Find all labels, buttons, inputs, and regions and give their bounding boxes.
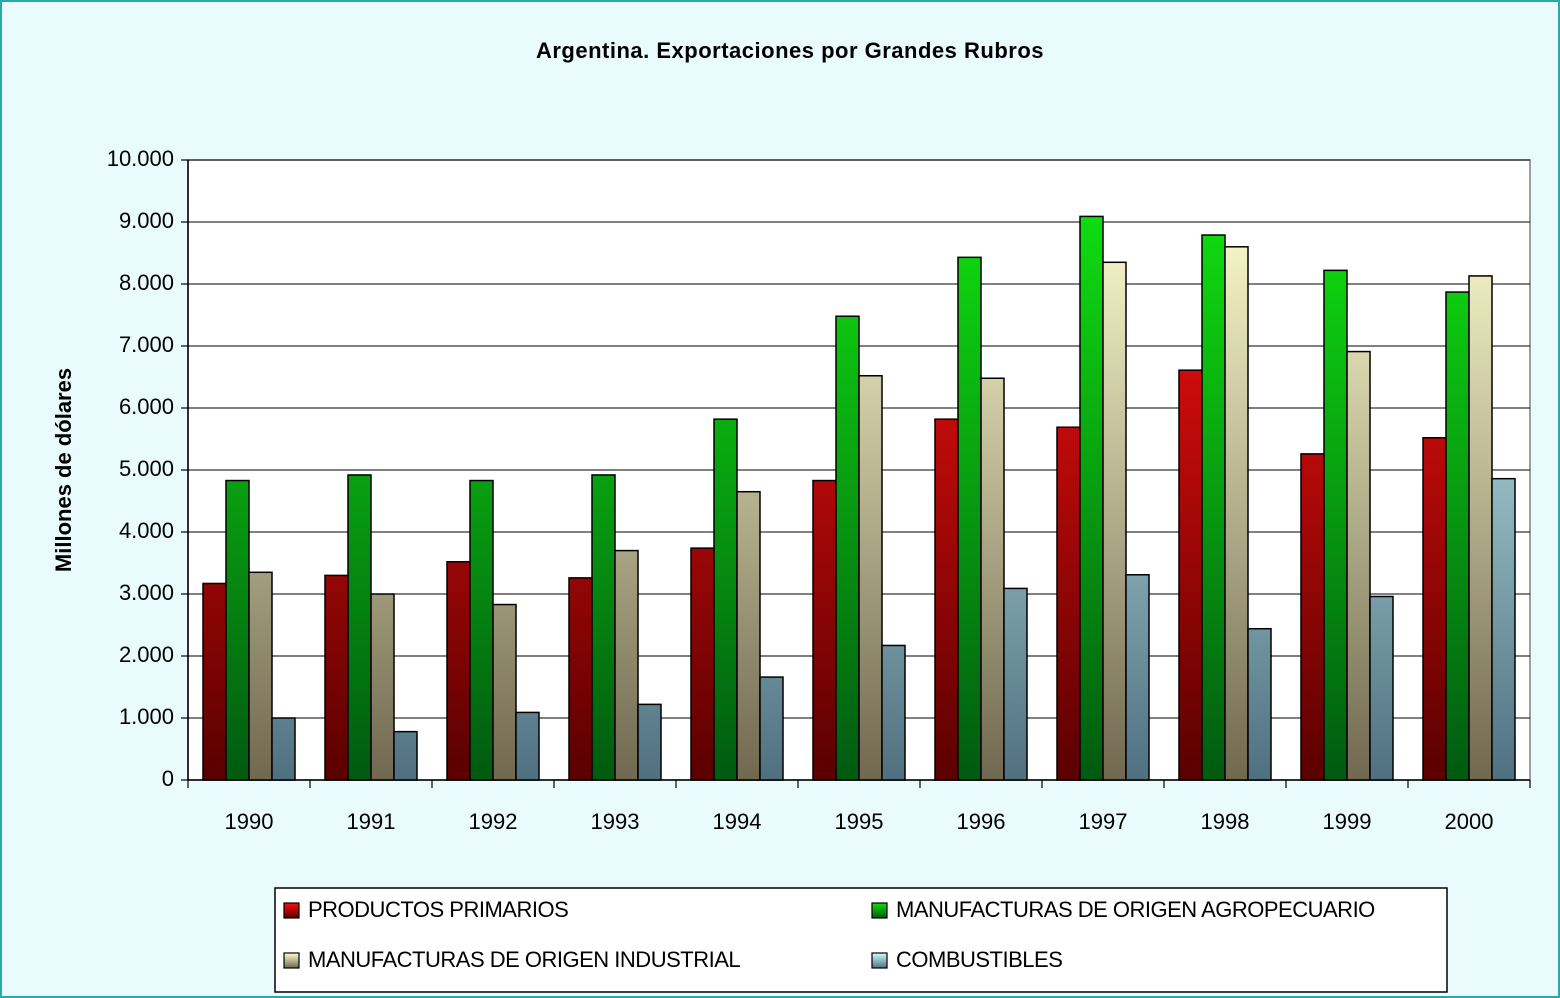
bar: [1003, 587, 1028, 781]
bar: [934, 418, 959, 781]
legend-label: PRODUCTOS PRIMARIOS: [308, 897, 568, 922]
legend-swatch: [283, 902, 300, 919]
y-tick-label: 8.000: [119, 270, 174, 295]
bar: [248, 571, 273, 781]
x-tick-label: 1998: [1201, 809, 1250, 834]
bar: [324, 574, 349, 781]
y-tick-label: 3.000: [119, 580, 174, 605]
bar: [614, 549, 639, 781]
bar: [446, 561, 471, 781]
x-tick-label: 1991: [347, 809, 396, 834]
bar: [835, 315, 860, 781]
bar: [515, 711, 540, 781]
bar: [1102, 261, 1127, 781]
bar: [1201, 234, 1226, 781]
y-tick-label: 4.000: [119, 518, 174, 543]
x-tick-label: 1996: [957, 809, 1006, 834]
bar: [736, 490, 761, 781]
bar: [1300, 453, 1325, 781]
bar: [1224, 246, 1249, 781]
bar: [370, 593, 395, 781]
x-tick-label: 1995: [835, 809, 884, 834]
bar: [858, 375, 883, 781]
bar: [1468, 275, 1493, 781]
y-tick-label: 0: [162, 766, 174, 791]
x-tick-label: 1990: [225, 809, 274, 834]
bar: [1056, 426, 1081, 781]
y-tick-label: 10.000: [107, 146, 174, 171]
legend-label: MANUFACTURAS DE ORIGEN AGROPECUARIO: [896, 897, 1375, 922]
x-tick-label: 1993: [591, 809, 640, 834]
bar: [591, 474, 616, 781]
legend-label: MANUFACTURAS DE ORIGEN INDUSTRIAL: [308, 947, 740, 972]
bar: [1323, 269, 1348, 781]
bar: [225, 479, 250, 781]
legend-box: [274, 887, 1448, 993]
bar: [957, 256, 982, 781]
y-tick-label: 9.000: [119, 208, 174, 233]
bar: [759, 676, 784, 781]
bar: [393, 730, 418, 781]
legend-swatch: [871, 952, 888, 969]
bar: [1422, 437, 1447, 781]
bar: [1247, 627, 1272, 781]
y-tick-label: 2.000: [119, 642, 174, 667]
y-tick-label: 6.000: [119, 394, 174, 419]
bar: [980, 377, 1005, 781]
bar: [568, 577, 593, 781]
bar: [637, 703, 662, 781]
x-tick-label: 1992: [469, 809, 518, 834]
y-axis-label: Millones de dólares: [51, 368, 76, 572]
bar: [1491, 477, 1516, 781]
legend-swatch: [871, 902, 888, 919]
bar: [1346, 350, 1371, 781]
bar: [1445, 291, 1470, 781]
bar: [202, 582, 227, 781]
y-tick-label: 7.000: [119, 332, 174, 357]
bar: [1079, 215, 1104, 781]
legend-swatch: [283, 952, 300, 969]
bar: [469, 479, 494, 781]
bar: [690, 547, 715, 781]
bar: [1125, 574, 1150, 781]
bar: [347, 474, 372, 781]
x-tick-label: 1997: [1079, 809, 1128, 834]
bar: [1178, 369, 1203, 781]
bar: [881, 644, 906, 781]
x-tick-label: 2000: [1445, 809, 1494, 834]
bar: [713, 418, 738, 781]
x-tick-label: 1999: [1323, 809, 1372, 834]
y-tick-label: 1.000: [119, 704, 174, 729]
bar: [1369, 595, 1394, 781]
y-tick-label: 5.000: [119, 456, 174, 481]
bar: [812, 479, 837, 781]
legend-label: COMBUSTIBLES: [896, 947, 1062, 972]
bar: [271, 717, 296, 781]
chart-title: Argentina. Exportaciones por Grandes Rub…: [536, 38, 1044, 63]
x-tick-label: 1994: [713, 809, 762, 834]
bar: [492, 603, 517, 781]
